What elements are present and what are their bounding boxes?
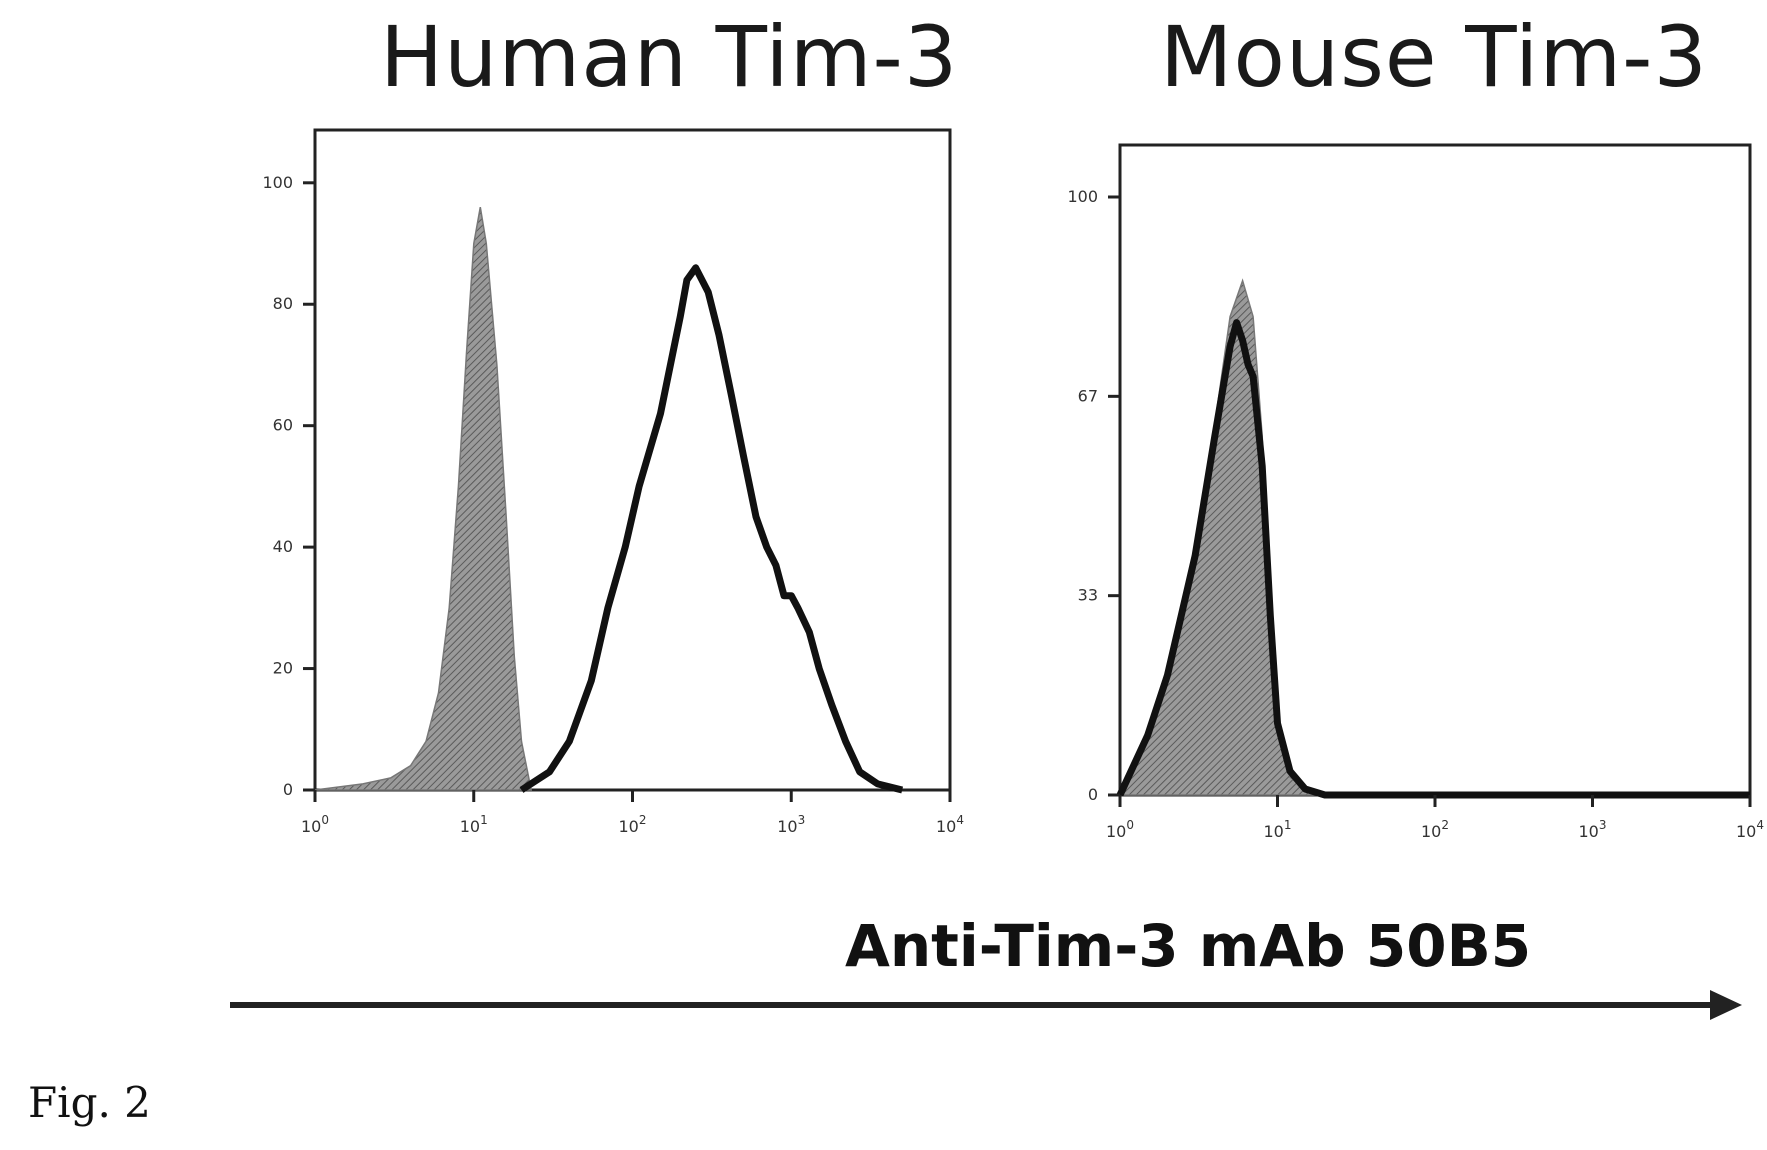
y-tick-label: 0 [1088, 785, 1098, 804]
y-tick-label: 100 [262, 173, 293, 192]
y-tick-label: 20 [273, 659, 293, 678]
y-tick-label: 67 [1078, 386, 1098, 405]
figure-label: Fig. 2 [28, 1078, 151, 1127]
chart-title-mouse: Mouse Tim-3 [1160, 8, 1708, 106]
axis-arrow-head [1710, 990, 1742, 1020]
plot-frame [313, 128, 952, 792]
x-tick-label: 102 [1421, 818, 1449, 841]
x-axis-caption: Anti-Tim-3 mAb 50B5 [845, 912, 1532, 980]
y-tick-label: 0 [283, 780, 293, 799]
series-anti-tim3-outline [519, 264, 904, 794]
x-tick-label: 103 [1579, 818, 1607, 841]
series-isotype-filled [314, 206, 533, 791]
y-tick-label: 33 [1078, 586, 1098, 605]
histogram-human: 100 101 102 103 104 0 20 40 60 80 100 [262, 128, 964, 836]
x-tick-label: 102 [619, 813, 647, 836]
y-tick-label: 80 [273, 294, 293, 313]
x-tick-label: 103 [777, 813, 805, 836]
x-tick-label: 104 [1736, 818, 1764, 841]
x-tick-label: 104 [936, 813, 964, 836]
x-tick-label: 100 [301, 813, 329, 836]
y-tick-label: 60 [273, 416, 293, 435]
x-tick-label: 101 [460, 813, 488, 836]
chart-title-human: Human Tim-3 [380, 8, 959, 106]
y-tick-label: 100 [1067, 187, 1098, 206]
histogram-mouse: 100 101 102 103 104 0 33 67 100 [1067, 143, 1764, 841]
series-anti-tim3-outline [1116, 319, 1750, 799]
x-tick-label: 101 [1264, 818, 1292, 841]
y-tick-label: 40 [273, 537, 293, 556]
x-tick-label: 100 [1106, 818, 1134, 841]
